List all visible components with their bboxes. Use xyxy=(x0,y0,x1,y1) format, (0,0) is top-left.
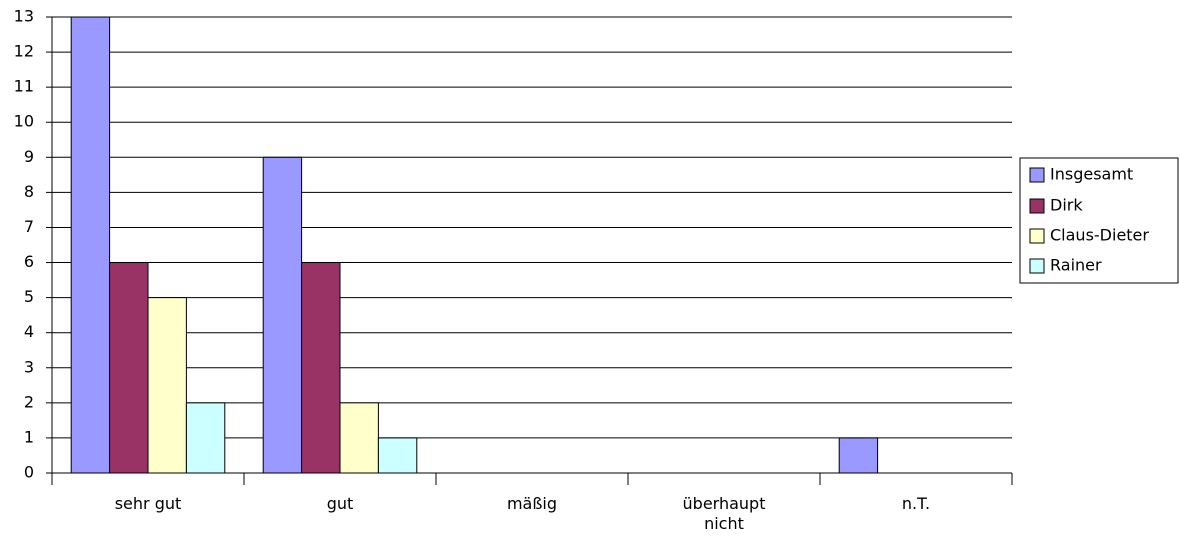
bar xyxy=(838,437,879,474)
legend-swatch xyxy=(1029,228,1045,244)
y-tick-label: 5 xyxy=(24,287,34,306)
x-tick-label: überhaupt nicht xyxy=(682,494,766,533)
y-tick-label: 2 xyxy=(24,392,34,411)
x-tick-label: gut xyxy=(326,494,354,513)
y-tick-label: 0 xyxy=(24,463,34,482)
y-tick-label: 8 xyxy=(24,182,34,201)
legend-label: Insgesamt xyxy=(1050,165,1133,184)
bar xyxy=(147,297,187,474)
bar xyxy=(301,262,341,474)
bar xyxy=(70,16,111,474)
y-tick-label: 13 xyxy=(14,7,34,26)
y-tick-label: 12 xyxy=(14,42,34,61)
y-tick-label: 9 xyxy=(24,147,34,166)
y-tick-label: 7 xyxy=(24,217,34,236)
bar xyxy=(339,402,379,474)
bar xyxy=(185,402,226,474)
legend-label: Dirk xyxy=(1050,196,1083,215)
y-tick-label: 3 xyxy=(24,357,34,376)
y-tick-label: 1 xyxy=(24,427,34,446)
legend-swatch xyxy=(1029,198,1045,214)
legend-label: Claus-Dieter xyxy=(1050,226,1149,245)
legend-swatch xyxy=(1029,167,1045,183)
y-tick-label: 4 xyxy=(24,322,34,341)
x-tick-label: mäßig xyxy=(506,494,558,513)
legend-box xyxy=(1019,157,1179,284)
bar xyxy=(262,156,303,474)
y-tick-label: 6 xyxy=(24,252,34,271)
legend-swatch xyxy=(1029,258,1045,274)
x-tick-label: sehr gut xyxy=(114,494,182,513)
y-tick-label: 11 xyxy=(14,77,34,96)
y-tick-label: 10 xyxy=(14,112,34,131)
x-tick-label: n.T. xyxy=(901,494,931,513)
legend-label: Rainer xyxy=(1050,256,1102,275)
bar xyxy=(377,437,418,474)
bar xyxy=(109,262,149,474)
